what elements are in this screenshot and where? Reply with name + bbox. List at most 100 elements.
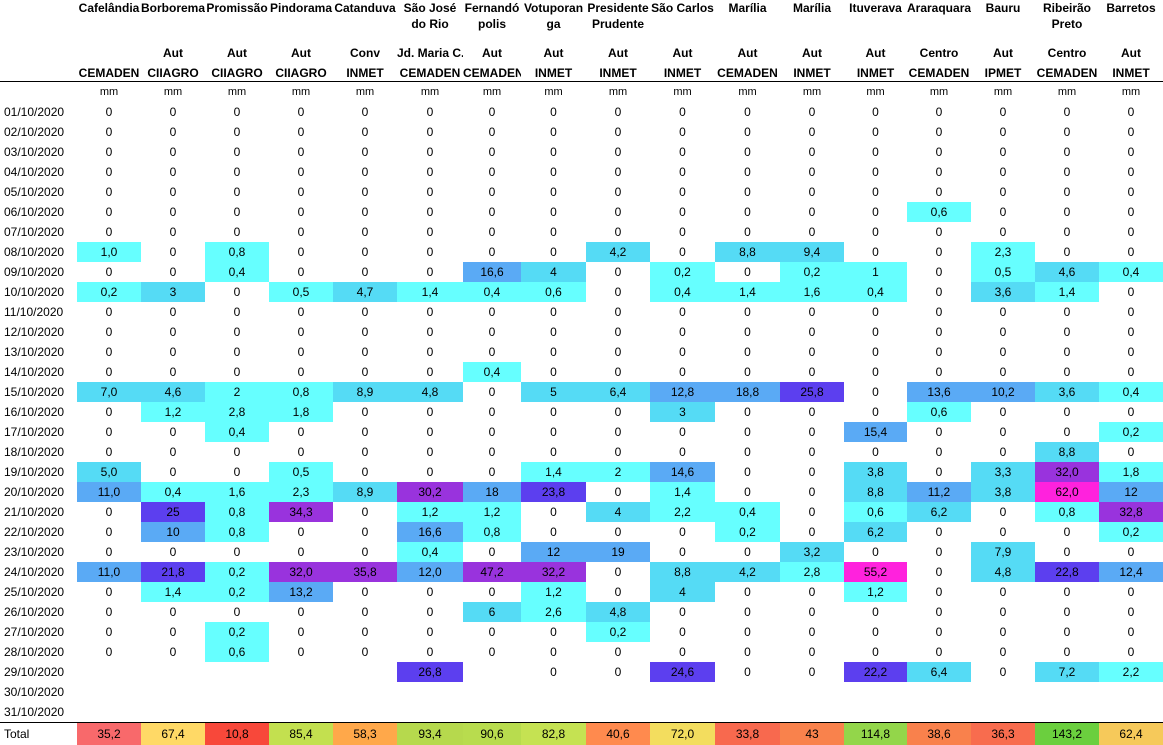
value-cell: 0 (269, 262, 333, 282)
value-cell: 0 (844, 122, 907, 142)
value-cell: 0 (269, 642, 333, 662)
unit-label-cell: mm (1099, 82, 1163, 103)
value-cell: 0 (586, 522, 650, 542)
value-cell: 0 (1099, 182, 1163, 202)
total-cell: 38,6 (907, 723, 971, 745)
value-cell: 0 (205, 442, 269, 462)
value-cell: 0 (463, 242, 521, 262)
value-cell: 0 (521, 162, 586, 182)
value-cell: 0 (205, 302, 269, 322)
value-cell: 0,6 (907, 402, 971, 422)
value-cell: 0 (269, 182, 333, 202)
value-cell: 0 (907, 362, 971, 382)
total-cell: 114,8 (844, 723, 907, 745)
value-cell (586, 702, 650, 723)
value-cell: 0 (971, 582, 1035, 602)
value-cell: 0 (397, 202, 463, 222)
value-cell: 0 (1035, 122, 1099, 142)
station-type-cell: Aut (780, 40, 844, 61)
value-cell: 0 (141, 422, 205, 442)
date-cell: 22/10/2020 (0, 522, 77, 542)
value-cell: 0 (269, 222, 333, 242)
date-cell: 29/10/2020 (0, 662, 77, 682)
value-cell: 1,4 (650, 482, 715, 502)
total-cell: 35,2 (77, 723, 141, 745)
value-cell: 12 (1099, 482, 1163, 502)
value-cell (971, 682, 1035, 702)
value-cell: 0 (521, 322, 586, 342)
value-cell (333, 682, 397, 702)
value-cell: 0 (141, 162, 205, 182)
value-cell: 0 (844, 402, 907, 422)
value-cell: 0 (715, 582, 780, 602)
value-cell: 0 (844, 142, 907, 162)
date-cell: 08/10/2020 (0, 242, 77, 262)
value-cell: 0 (77, 262, 141, 282)
total-cell: 33,8 (715, 723, 780, 745)
date-cell: 07/10/2020 (0, 222, 77, 242)
station-type-cell: Aut (141, 40, 205, 61)
value-cell (780, 682, 844, 702)
total-cell: 58,3 (333, 723, 397, 745)
value-cell: 0 (971, 182, 1035, 202)
station-name-cell: Marília (715, 0, 780, 40)
total-cell: 90,6 (463, 723, 521, 745)
value-cell (1099, 682, 1163, 702)
value-cell: 0 (397, 142, 463, 162)
value-cell: 0 (269, 122, 333, 142)
value-cell: 0 (1035, 162, 1099, 182)
value-cell: 0 (333, 442, 397, 462)
value-cell: 0 (1099, 362, 1163, 382)
value-cell: 0 (650, 522, 715, 542)
station-type-cell: Aut (715, 40, 780, 61)
value-cell: 0 (780, 322, 844, 342)
value-cell: 0 (521, 182, 586, 202)
value-cell: 0 (715, 402, 780, 422)
value-cell: 0 (1035, 202, 1099, 222)
value-cell: 0 (77, 642, 141, 662)
value-cell: 0 (715, 182, 780, 202)
value-cell: 0 (844, 622, 907, 642)
station-source-cell: CIIAGRO (269, 61, 333, 82)
value-cell: 0,2 (205, 622, 269, 642)
value-cell: 0 (586, 402, 650, 422)
value-cell (463, 662, 521, 682)
value-cell: 0 (1099, 322, 1163, 342)
date-cell: 26/10/2020 (0, 602, 77, 622)
unit-label-cell: mm (77, 82, 141, 103)
value-cell: 0,2 (205, 562, 269, 582)
value-cell: 18,8 (715, 382, 780, 402)
value-cell: 2,6 (521, 602, 586, 622)
value-cell: 0 (650, 602, 715, 622)
station-name-cell: Cafelândia (77, 0, 141, 40)
value-cell: 0,4 (205, 262, 269, 282)
value-cell: 0 (269, 522, 333, 542)
value-cell: 25,8 (780, 382, 844, 402)
header-corner (0, 61, 77, 82)
station-type-cell: Conv (333, 40, 397, 61)
value-cell: 0 (907, 622, 971, 642)
value-cell: 0 (1035, 142, 1099, 162)
value-cell: 0 (333, 142, 397, 162)
value-cell: 25 (141, 502, 205, 522)
value-cell (844, 702, 907, 723)
date-cell: 09/10/2020 (0, 262, 77, 282)
station-source-cell: CIIAGRO (205, 61, 269, 82)
value-cell: 0 (397, 602, 463, 622)
value-cell: 0 (269, 102, 333, 122)
header-corner (0, 82, 77, 103)
value-cell (586, 682, 650, 702)
value-cell: 1 (844, 262, 907, 282)
value-cell: 0,8 (205, 502, 269, 522)
date-cell: 05/10/2020 (0, 182, 77, 202)
value-cell: 6,2 (907, 502, 971, 522)
value-cell: 1,4 (1035, 282, 1099, 302)
station-name-cell: Promissão (205, 0, 269, 40)
unit-label-cell: mm (586, 82, 650, 103)
